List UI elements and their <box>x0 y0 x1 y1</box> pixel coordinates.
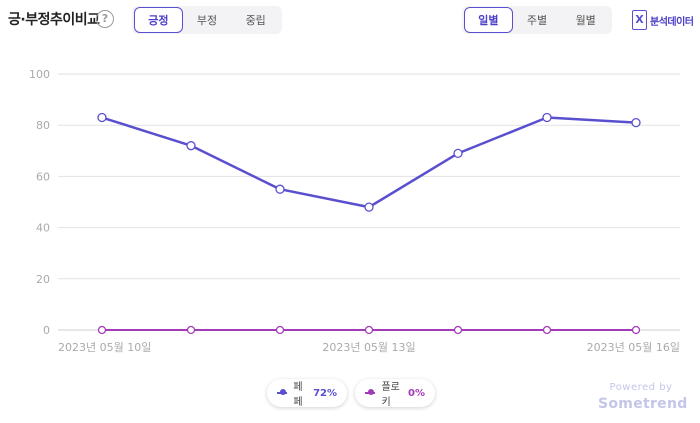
page-title: 긍·부정추이비교 <box>8 12 100 28</box>
data-point <box>542 325 552 335</box>
y-tick-label: 100 <box>29 68 50 81</box>
data-point <box>453 148 463 159</box>
tab-daily[interactable]: 일별 <box>464 7 513 33</box>
export-data-label: 분석데이터 <box>650 16 694 28</box>
data-point <box>364 202 374 212</box>
excel-icon: X <box>632 10 647 30</box>
powered-by-logo: Powered by Sometrend <box>598 382 688 412</box>
legend-label: 페페 <box>293 382 303 408</box>
data-point <box>186 141 196 151</box>
x-tick-label: 2023년 05월 13일 <box>322 340 415 354</box>
data-point <box>97 325 107 335</box>
brand-logo: Sometrend <box>598 396 688 412</box>
y-tick-label: 40 <box>36 222 50 235</box>
tab-monthly[interactable]: 월별 <box>575 14 596 27</box>
export-data-button[interactable]: X 분석데이터 <box>632 10 694 30</box>
data-point <box>631 117 641 128</box>
tab-neutral[interactable]: 중립 <box>245 14 266 27</box>
data-point <box>275 184 285 194</box>
legend-swatch-icon <box>365 389 376 397</box>
data-point <box>275 325 285 335</box>
y-tick-label: 60 <box>36 170 50 183</box>
help-icon[interactable]: ? <box>96 10 114 28</box>
tab-weekly[interactable]: 주별 <box>526 14 548 27</box>
tab-negative[interactable]: 부정 <box>196 14 218 27</box>
legend-percent: 72% <box>313 387 337 399</box>
data-point <box>542 112 552 123</box>
x-tick-label: 2023년 05월 16일 <box>587 340 680 354</box>
y-tick-label: 80 <box>36 119 50 132</box>
y-tick-label: 20 <box>36 273 50 286</box>
data-point <box>631 325 641 335</box>
y-tick-label: 0 <box>43 324 50 337</box>
data-point <box>186 325 196 335</box>
data-point <box>453 325 463 335</box>
legend-percent: 0% <box>408 387 425 399</box>
series-line <box>101 116 637 209</box>
period-toggle: 일별 주별 월별 <box>462 6 612 34</box>
data-point <box>97 112 107 123</box>
legend-item-series-2[interactable]: 플로키 0% <box>355 379 435 408</box>
powered-by-text: Powered by <box>609 382 673 393</box>
legend-label: 플로키 <box>381 382 400 408</box>
legend-swatch-icon <box>277 389 288 397</box>
legend-item-series-1[interactable]: 페페 72% <box>267 379 347 408</box>
data-point <box>364 325 374 335</box>
sentiment-toggle: 긍정 부정 중립 <box>132 6 282 34</box>
x-tick-label: 2023년 05월 10일 <box>58 340 151 354</box>
tab-positive[interactable]: 긍정 <box>134 7 183 33</box>
